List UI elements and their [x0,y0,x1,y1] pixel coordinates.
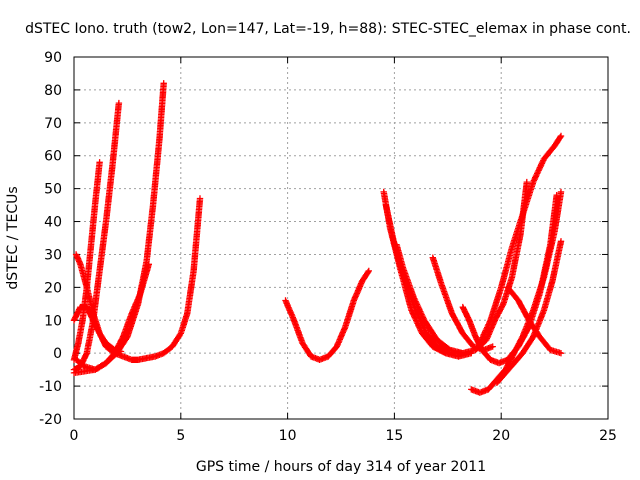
series-6 [70,303,125,355]
y-tick-label: -10 [39,379,62,395]
x-tick-label: 15 [385,428,403,444]
y-tick-label: -20 [39,412,62,428]
series-markers [476,132,565,347]
x-tick-labels: 0 5 10 15 20 25 [70,428,617,444]
y-tick-label: 30 [44,247,62,263]
series-markers [504,284,565,357]
y-axis-label: dSTEC / TECUs [5,186,21,289]
y-tick-label: 10 [44,313,62,329]
x-tick-label: 10 [279,428,297,444]
y-tick-label: 80 [44,83,62,99]
x-tick-label: 20 [492,428,510,444]
x-axis-label: GPS time / hours of day 314 of year 2011 [196,459,486,475]
y-tick-label: 40 [44,215,62,231]
marks-layer [70,80,565,396]
y-tick-label: 90 [44,50,62,66]
series-markers [70,303,125,355]
x-tick-label: 5 [176,428,185,444]
chart-title: dSTEC Iono. truth (tow2, Lon=147, Lat=-1… [25,21,631,37]
y-tick-label: 20 [44,280,62,296]
series-16 [504,284,565,357]
y-tick-label: 50 [44,182,62,198]
series-markers [393,241,466,357]
series-7 [282,267,372,363]
plot-frame [73,56,609,420]
series-markers [72,80,167,373]
y-tick-label: 0 [53,346,62,362]
y-tick-label: 70 [44,116,62,132]
y-tick-label: 60 [44,149,62,165]
x-tick-label: 0 [70,428,79,444]
series-markers [282,267,372,363]
tick-layer [73,56,609,420]
series-5 [72,80,167,373]
y-tick-labels: -20 -10 0 10 20 30 40 50 60 70 80 90 [39,50,62,428]
series-10 [393,241,466,357]
x-tick-label: 25 [599,428,617,444]
series-15 [476,132,565,347]
grid-layer [74,57,608,419]
